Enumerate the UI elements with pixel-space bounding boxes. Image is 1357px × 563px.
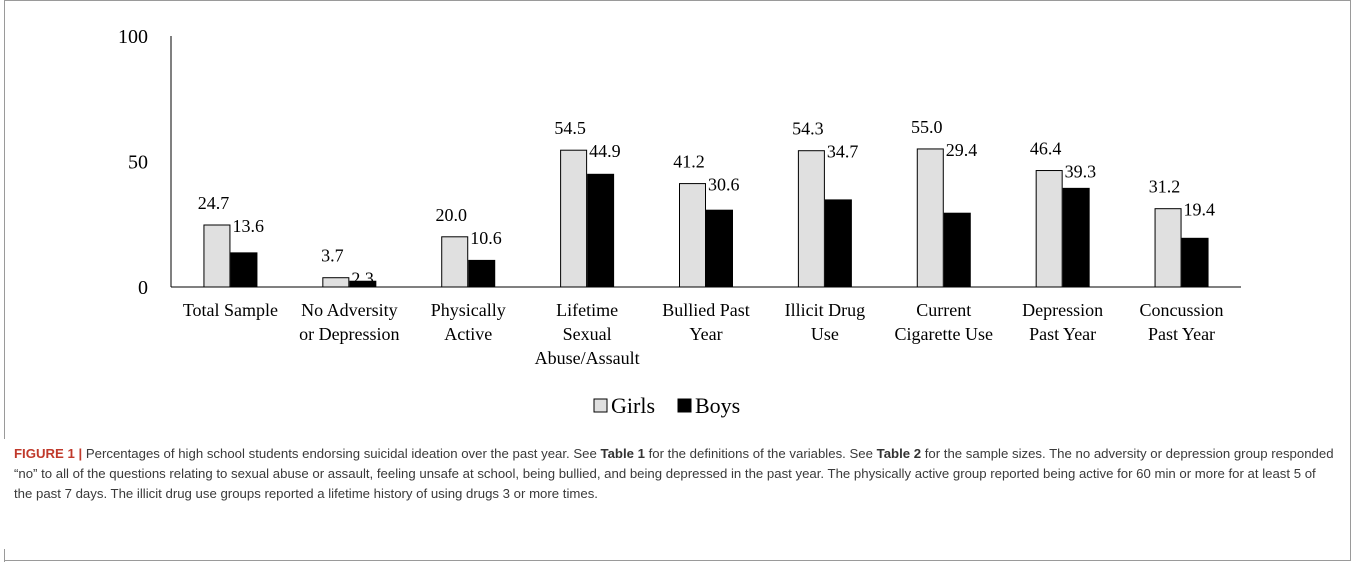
legend-item-boys: Boys	[677, 393, 740, 418]
girls-bar	[322, 277, 350, 288]
boys-bar	[1062, 187, 1090, 288]
frame-left-border-lower	[4, 549, 5, 562]
boys-bar	[706, 209, 733, 288]
boys-value-label: 34.7	[827, 142, 859, 162]
x-tick-label: Use	[811, 324, 839, 344]
caption-table2-ref: Table 2	[876, 446, 922, 461]
x-tick-label: Physically	[431, 300, 506, 320]
girls-value-label: 54.3	[792, 119, 824, 139]
girls-value-label: 55.0	[911, 117, 943, 137]
figure-label: FIGURE 1 |	[14, 446, 83, 461]
boys-value-label: 19.4	[1184, 200, 1216, 220]
x-tick-label: Bullied Past	[662, 300, 750, 320]
boys-bar	[943, 212, 971, 288]
girls-bar	[441, 236, 469, 288]
figure-frame	[4, 0, 1351, 562]
y-tick-label: 100	[118, 26, 148, 48]
bar-group: 20.010.6	[435, 205, 502, 288]
legend-label: Boys	[695, 393, 740, 418]
x-tick-label: Total Sample	[183, 300, 278, 320]
x-tick-label: Abuse/Assault	[535, 348, 640, 368]
legend-item-girls: Girls	[593, 393, 655, 418]
boys-value-label: 2.3	[351, 269, 374, 289]
bar-group: 55.029.4	[911, 117, 978, 288]
girls-bar	[1035, 170, 1063, 288]
x-tick-label: Past Year	[1148, 324, 1215, 344]
x-tick-label: Sexual	[563, 324, 612, 344]
x-axis-labels: Total Sample No Adversity or Depression Phy…	[183, 300, 1224, 368]
x-tick-label: Depression	[1022, 300, 1103, 320]
legend-swatch	[593, 398, 608, 413]
girls-value-label: 46.4	[1030, 139, 1062, 159]
boys-bar	[587, 173, 615, 288]
legend: Girls Boys	[593, 393, 740, 418]
girls-bar	[916, 148, 944, 288]
caption-text-2: for the definitions of the variables. Se…	[644, 446, 877, 461]
caption-text-1: Percentages of high school students endo…	[82, 446, 601, 461]
girls-value-label: 41.2	[673, 152, 705, 172]
legend-label: Girls	[611, 393, 655, 418]
bar-groups: 24.713.6 3.7 2.3 20.010.6 54.544.9 41.230.6 54…	[198, 117, 1215, 289]
girls-value-label: 3.7	[321, 246, 344, 266]
bar-group: 3.7 2.3	[321, 246, 377, 289]
bar-group: 54.334.7	[792, 119, 859, 288]
boys-value-label: 39.3	[1065, 162, 1097, 182]
caption-text-3: for the sample sizes. The no adversity o…	[14, 446, 1334, 501]
frame-left-border	[4, 1, 5, 439]
x-tick-label: Active	[444, 324, 492, 344]
figure-caption: FIGURE 1 | Percentages of high school st…	[14, 444, 1334, 504]
boys-bar	[230, 252, 258, 288]
bar-group: 54.544.9	[554, 118, 621, 288]
x-tick-label: or Depression	[299, 324, 399, 344]
girls-bar	[560, 149, 588, 288]
x-tick-label: Concussion	[1140, 300, 1224, 320]
boys-value-label: 30.6	[708, 175, 740, 195]
x-tick-label: Past Year	[1029, 324, 1096, 344]
x-tick-label: Cigarette Use	[895, 324, 993, 344]
boys-value-label: 13.6	[232, 216, 264, 236]
x-tick-label: Illicit Drug	[785, 300, 865, 320]
x-tick-label: No Adversity	[301, 300, 398, 320]
girls-bar	[203, 224, 231, 288]
girls-value-label: 54.5	[554, 118, 586, 138]
bar-group: 41.230.6	[673, 152, 740, 288]
girls-value-label: 24.7	[198, 193, 230, 213]
boys-bar	[824, 199, 852, 288]
y-tick-label: 0	[138, 277, 148, 299]
boys-value-label: 29.4	[946, 140, 978, 160]
y-tick-label: 50	[128, 152, 148, 174]
girls-bar	[1154, 208, 1182, 288]
girls-value-label: 31.2	[1149, 177, 1181, 197]
boys-value-label: 10.6	[470, 228, 502, 248]
boys-bar	[349, 280, 377, 288]
girls-bar	[797, 150, 825, 288]
girls-value-label: 20.0	[435, 205, 467, 225]
bar-group: 24.713.6	[198, 193, 264, 288]
bar-chart: 0 50 100 24.713.6 3.7 2.3 20.010.6 54.544.9 41.…	[118, 26, 1241, 418]
x-tick-label: Current	[916, 300, 971, 320]
x-tick-label: Year	[689, 324, 722, 344]
boys-bar	[1181, 237, 1209, 288]
boys-bar	[468, 259, 496, 288]
caption-table1-ref: Table 1	[600, 446, 645, 461]
boys-value-label: 44.9	[589, 141, 621, 161]
bar-group: 46.439.3	[1030, 139, 1097, 288]
legend-swatch	[677, 398, 692, 413]
bar-group: 31.219.4	[1149, 177, 1216, 288]
x-tick-label: Lifetime	[556, 300, 618, 320]
girls-bar	[679, 183, 706, 288]
